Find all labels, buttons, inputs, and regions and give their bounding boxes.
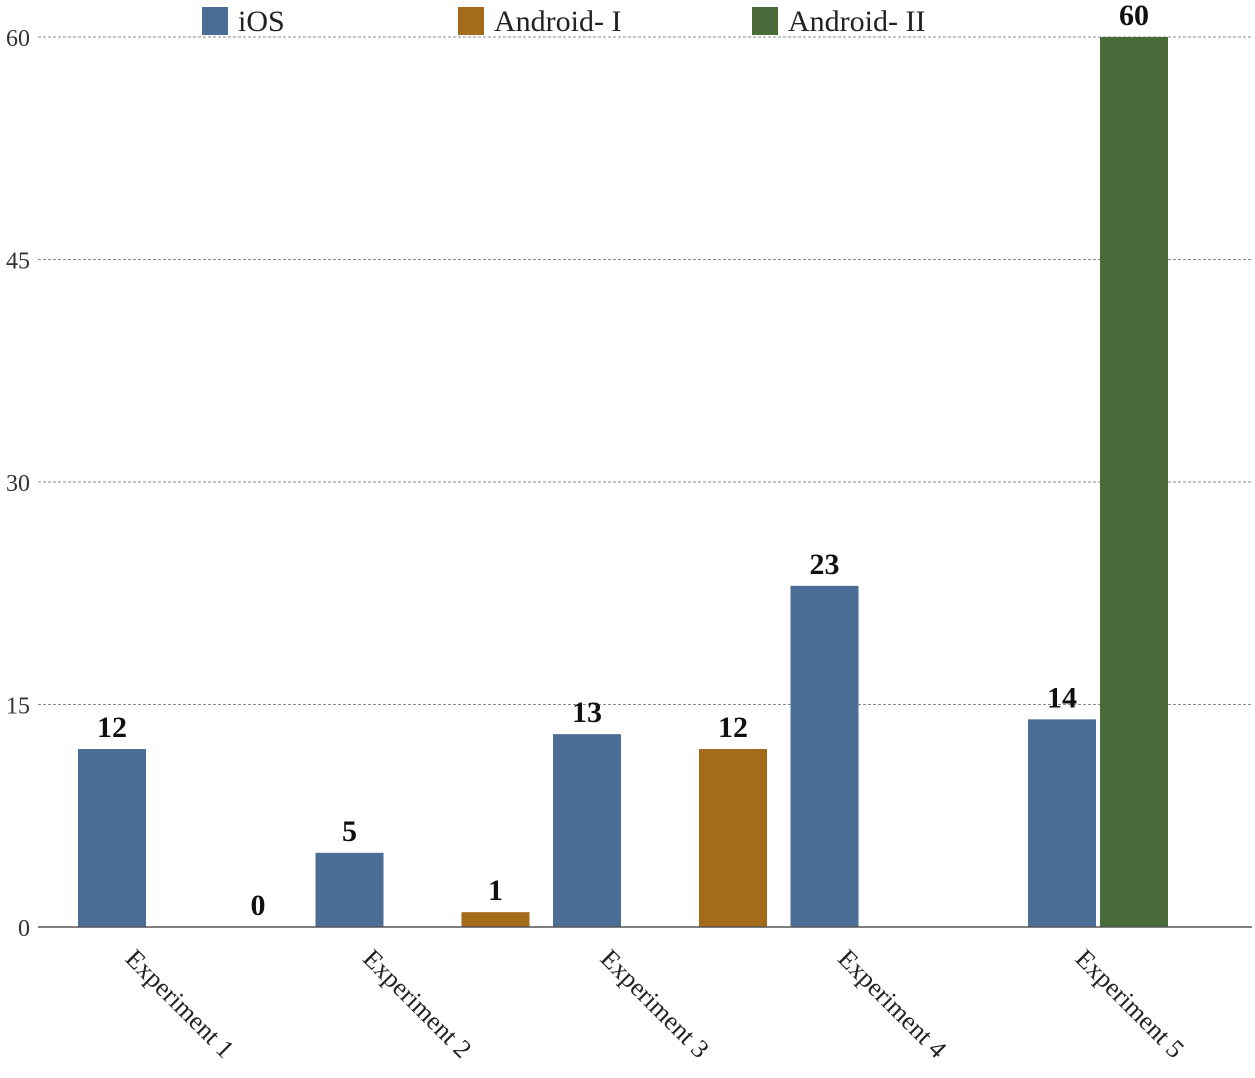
gridlines [38, 36, 1252, 705]
bar-experiment-3-ios [553, 734, 621, 927]
bar-experiment-5-ios [1028, 719, 1096, 927]
data-label: 12 [97, 711, 127, 744]
data-label: 5 [342, 815, 357, 848]
x-category-label: Experiment 4 [832, 944, 952, 1064]
data-label: 12 [718, 711, 748, 744]
y-tick-label: 0 [18, 916, 30, 942]
y-tick-label: 15 [6, 694, 30, 720]
y-axis-ticks: 0 15 30 45 60 [6, 26, 30, 942]
legend-label: iOS [238, 5, 285, 38]
legend-label: Android- II [788, 5, 925, 38]
data-label: 13 [572, 696, 602, 729]
x-category-label: Experiment 1 [120, 944, 240, 1064]
legend-swatch [752, 7, 778, 35]
bar-experiment-5-android-ii [1100, 37, 1168, 927]
bar-experiment-1-ios [78, 749, 146, 927]
legend-swatch [458, 7, 484, 35]
bar-experiment-4-ios [790, 585, 859, 927]
legend: iOS Android- I Android- II [202, 5, 925, 38]
bars [78, 37, 1168, 927]
x-category-label: Experiment 2 [357, 944, 477, 1064]
data-label: 0 [251, 889, 266, 922]
x-category-label: Experiment 3 [595, 944, 715, 1064]
bar-experiment-3-android-i [461, 912, 530, 927]
x-axis-categories: Experiment 1 Experiment 2 Experiment 3 Expe… [120, 944, 1190, 1064]
data-label: 1 [488, 874, 503, 907]
data-label: 14 [1047, 681, 1077, 714]
y-tick-label: 60 [6, 26, 30, 52]
y-tick-label: 45 [6, 249, 30, 275]
legend-label: Android- I [494, 5, 621, 38]
y-tick-label: 30 [6, 471, 30, 497]
data-label: 60 [1119, 0, 1149, 32]
bar-experiment-2-ios [315, 852, 384, 927]
bar-experiment-4-android-i [699, 749, 767, 927]
legend-swatch [202, 7, 228, 35]
data-labels: 12 0 5 1 13 12 23 14 60 [97, 0, 1149, 922]
data-label: 23 [810, 548, 840, 581]
x-category-label: Experiment 5 [1070, 944, 1190, 1064]
